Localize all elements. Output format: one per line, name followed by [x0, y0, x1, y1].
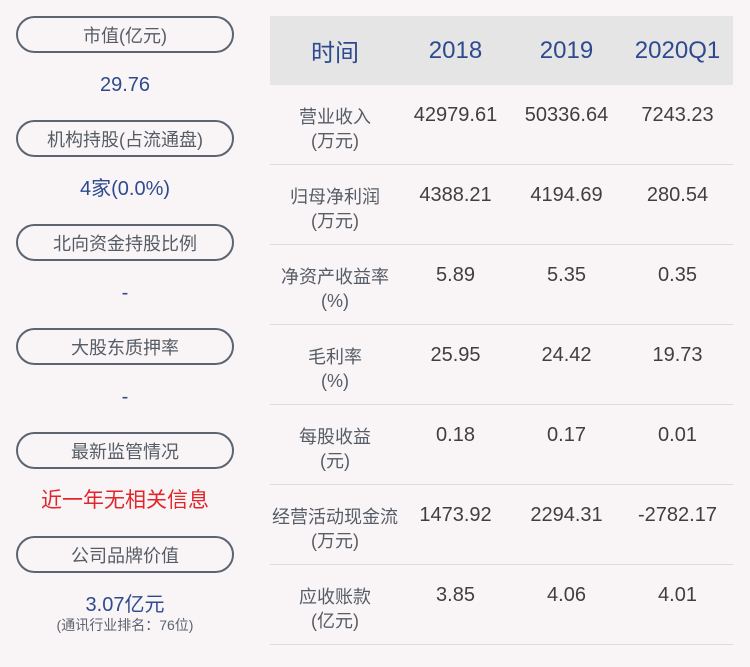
- financial-table: 时间 2018 2019 2020Q1 营业收入 (万元) 42979.61 50…: [270, 16, 733, 645]
- row-label: 应收账款 (亿元): [270, 565, 400, 633]
- row-label: 毛利率 (%): [270, 325, 400, 393]
- institutional-holdings-label: 机构持股(占流通盘): [16, 120, 234, 157]
- metric-name: 归母净利润: [290, 187, 380, 207]
- value-2018: 0.18: [436, 424, 475, 446]
- value-2019: 5.35: [547, 264, 586, 286]
- value-2019: 2294.31: [530, 504, 603, 526]
- value-2018: 42979.61: [413, 104, 498, 126]
- metric-unit: (万元): [311, 131, 359, 151]
- value-2020q1: 4.01: [658, 584, 697, 606]
- market-cap-block: 市值(亿元) 29.76: [16, 16, 234, 99]
- metric-name: 营业收入: [299, 107, 371, 127]
- header-2020q1: 2020Q1: [634, 36, 721, 64]
- institutional-holdings-block: 机构持股(占流通盘) 4家(0.0%): [16, 120, 234, 203]
- metric-unit: (万元): [311, 211, 359, 231]
- pledge-ratio-block: 大股东质押率 -: [16, 328, 234, 411]
- table-row-net-profit: 归母净利润 (万元) 4388.21 4194.69 280.54: [270, 165, 733, 245]
- table-row-roe: 净资产收益率 (%) 5.89 5.35 0.35: [270, 245, 733, 325]
- brand-value-ranking-note: (通讯行业排名：76位): [56, 617, 194, 633]
- brand-value-label: 公司品牌价值: [16, 536, 234, 573]
- table-row-accounts-receivable: 应收账款 (亿元) 3.85 4.06 4.01: [270, 565, 733, 645]
- metric-unit: (亿元): [311, 611, 359, 631]
- table-row-revenue: 营业收入 (万元) 42979.61 50336.64 7243.23: [270, 85, 733, 165]
- value-2020q1: 19.73: [652, 344, 703, 366]
- metric-unit: (%): [321, 291, 349, 311]
- institutional-holdings-value: 4家(0.0%): [79, 178, 171, 200]
- value-2019: 4194.69: [530, 184, 603, 206]
- northbound-holdings-label: 北向资金持股比例: [16, 224, 234, 261]
- value-2018: 5.89: [436, 264, 475, 286]
- value-2018: 1473.92: [419, 504, 492, 526]
- value-2020q1: 0.35: [658, 264, 697, 286]
- regulatory-status-block: 最新监管情况 近一年无相关信息: [16, 432, 234, 515]
- market-cap-label: 市值(亿元): [16, 16, 234, 53]
- value-2018: 3.85: [436, 584, 475, 606]
- pledge-ratio-value: -: [121, 386, 129, 408]
- header-2019: 2019: [539, 36, 594, 64]
- metric-unit: (%): [321, 371, 349, 391]
- market-cap-value: 29.76: [99, 74, 151, 96]
- header-2018: 2018: [428, 36, 483, 64]
- row-label: 营业收入 (万元): [270, 85, 400, 153]
- row-label: 净资产收益率 (%): [270, 245, 400, 313]
- metric-name: 毛利率: [308, 347, 362, 367]
- northbound-holdings-block: 北向资金持股比例 -: [16, 224, 234, 307]
- brand-value-value: 3.07亿元: [85, 594, 165, 616]
- metric-unit: (万元): [311, 531, 359, 551]
- row-label: 每股收益 (元): [270, 405, 400, 473]
- value-2018: 25.95: [430, 344, 481, 366]
- value-2019: 0.17: [547, 424, 586, 446]
- value-2018: 4388.21: [419, 184, 492, 206]
- metric-name: 经营活动现金流: [272, 507, 398, 527]
- brand-value-block: 公司品牌价值 3.07亿元 (通讯行业排名：76位): [16, 536, 234, 633]
- metric-name: 应收账款: [299, 587, 371, 607]
- value-2019: 4.06: [547, 584, 586, 606]
- metric-unit: (元): [320, 451, 350, 471]
- northbound-holdings-value: -: [121, 282, 129, 304]
- table-row-gross-margin: 毛利率 (%) 25.95 24.42 19.73: [270, 325, 733, 405]
- table-row-operating-cash-flow: 经营活动现金流 (万元) 1473.92 2294.31 -2782.17: [270, 485, 733, 565]
- value-2019: 50336.64: [524, 104, 609, 126]
- regulatory-status-value: 近一年无相关信息: [41, 489, 209, 512]
- row-label: 经营活动现金流 (万元): [270, 485, 400, 553]
- value-2019: 24.42: [541, 344, 592, 366]
- metric-name: 净资产收益率: [281, 267, 389, 287]
- value-2020q1: 0.01: [658, 424, 697, 446]
- table-row-eps: 每股收益 (元) 0.18 0.17 0.01: [270, 405, 733, 485]
- pledge-ratio-label: 大股东质押率: [16, 328, 234, 365]
- value-2020q1: 7243.23: [641, 104, 714, 126]
- company-summary-panel: 市值(亿元) 29.76 机构持股(占流通盘) 4家(0.0%) 北向资金持股比…: [0, 0, 250, 667]
- metric-name: 每股收益: [299, 427, 371, 447]
- header-period: 时间: [311, 40, 359, 67]
- value-2020q1: -2782.17: [638, 504, 717, 526]
- table-header: 时间 2018 2019 2020Q1: [270, 16, 733, 85]
- row-label: 归母净利润 (万元): [270, 165, 400, 233]
- value-2020q1: 280.54: [646, 184, 709, 206]
- regulatory-status-label: 最新监管情况: [16, 432, 234, 469]
